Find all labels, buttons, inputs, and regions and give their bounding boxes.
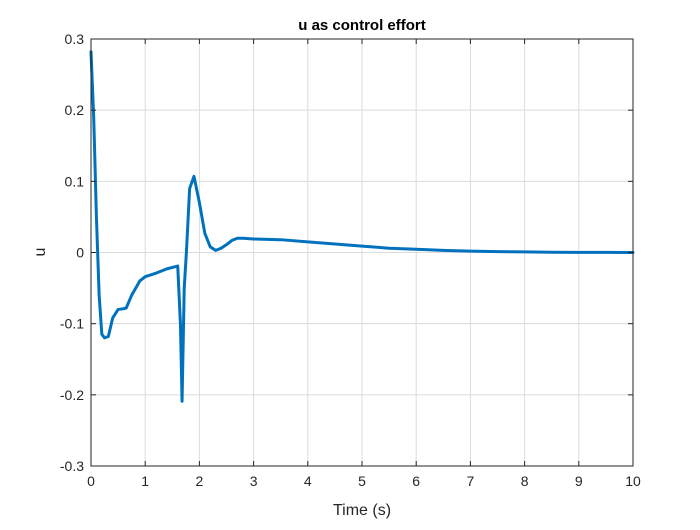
x-tick-label: 7 bbox=[467, 473, 475, 489]
series-line bbox=[89, 50, 635, 403]
series-layer bbox=[89, 50, 635, 403]
x-tick-label: 10 bbox=[625, 473, 641, 489]
y-tick-label: 0 bbox=[76, 245, 84, 261]
x-tick-label: 4 bbox=[304, 473, 312, 489]
x-tick-label: 3 bbox=[250, 473, 258, 489]
x-tick-label: 9 bbox=[575, 473, 583, 489]
x-tick-labels: 0 1 2 3 4 5 6 7 8 9 10 bbox=[87, 473, 641, 489]
y-tick-label: -0.3 bbox=[60, 458, 84, 474]
x-tick-label: 1 bbox=[141, 473, 149, 489]
x-axis-label: Time (s) bbox=[333, 502, 391, 519]
y-tick-labels: -0.3 -0.2 -0.1 0 0.1 0.2 0.3 bbox=[60, 31, 84, 474]
y-tick-label: 0.2 bbox=[65, 102, 85, 118]
x-tick-label: 0 bbox=[87, 473, 95, 489]
x-tick-label: 2 bbox=[196, 473, 204, 489]
y-axis-label: u bbox=[32, 248, 49, 257]
y-tick-label: -0.2 bbox=[60, 387, 84, 403]
y-tick-label: 0.3 bbox=[65, 31, 85, 47]
x-tick-label: 5 bbox=[358, 473, 366, 489]
x-tick-label: 6 bbox=[412, 473, 420, 489]
chart-title: u as control effort bbox=[298, 17, 426, 34]
y-tick-label: 0.1 bbox=[65, 173, 85, 189]
x-tick-label: 8 bbox=[521, 473, 529, 489]
tick-layer bbox=[90, 38, 634, 467]
y-tick-label: -0.1 bbox=[60, 316, 84, 332]
